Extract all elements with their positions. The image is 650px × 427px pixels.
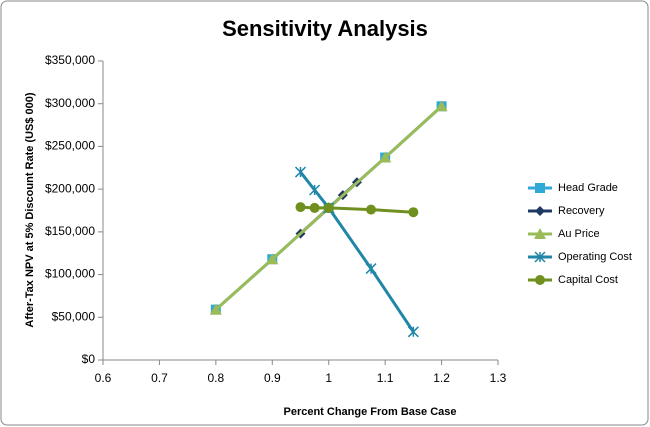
x-axis-title: Percent Change From Base Case xyxy=(283,406,456,418)
x-tick-label: 0.7 xyxy=(151,371,168,385)
y-tick-label: $100,000 xyxy=(45,267,95,281)
legend-marker xyxy=(534,228,546,239)
legend-label: Head Grade xyxy=(558,182,618,194)
legend-marker xyxy=(535,206,545,216)
data-point xyxy=(295,202,306,213)
legend-label: Recovery xyxy=(558,205,605,217)
data-point xyxy=(408,207,419,218)
data-point xyxy=(309,184,321,196)
data-point xyxy=(309,202,320,213)
legend-marker xyxy=(534,251,546,263)
x-tick-label: 1 xyxy=(325,371,332,385)
chart-title: Sensitivity Analysis xyxy=(222,16,428,41)
data-point xyxy=(294,166,307,178)
data-point xyxy=(366,204,377,215)
data-point xyxy=(407,326,419,338)
x-tick-label: 0.6 xyxy=(95,371,112,385)
y-tick-label: $350,000 xyxy=(45,53,95,67)
legend-label: Au Price xyxy=(558,228,600,240)
data-point xyxy=(323,202,334,213)
legend-label: Capital Cost xyxy=(558,274,618,286)
y-tick-label: $250,000 xyxy=(45,139,95,153)
legend-marker xyxy=(535,275,545,285)
y-tick-label: $200,000 xyxy=(45,181,95,195)
legend-marker xyxy=(535,183,545,193)
data-point xyxy=(209,303,222,315)
y-axis-title: After-Tax NPV at 5% Discount Rate (US$ 0… xyxy=(24,92,36,327)
y-tick-label: $0 xyxy=(82,352,96,366)
y-tick-label: $300,000 xyxy=(45,96,95,110)
legend-label: Operating Cost xyxy=(558,251,632,263)
x-tick-label: 1.2 xyxy=(433,371,450,385)
y-tick-label: $150,000 xyxy=(45,224,95,238)
x-tick-label: 1.3 xyxy=(490,371,507,385)
data-point xyxy=(435,100,448,112)
y-tick-label: $50,000 xyxy=(52,309,96,323)
x-tick-label: 0.9 xyxy=(264,371,281,385)
data-point xyxy=(379,151,392,163)
x-tick-label: 1.1 xyxy=(377,371,394,385)
data-point xyxy=(365,263,377,275)
x-tick-label: 0.8 xyxy=(208,371,225,385)
data-point xyxy=(266,253,279,265)
